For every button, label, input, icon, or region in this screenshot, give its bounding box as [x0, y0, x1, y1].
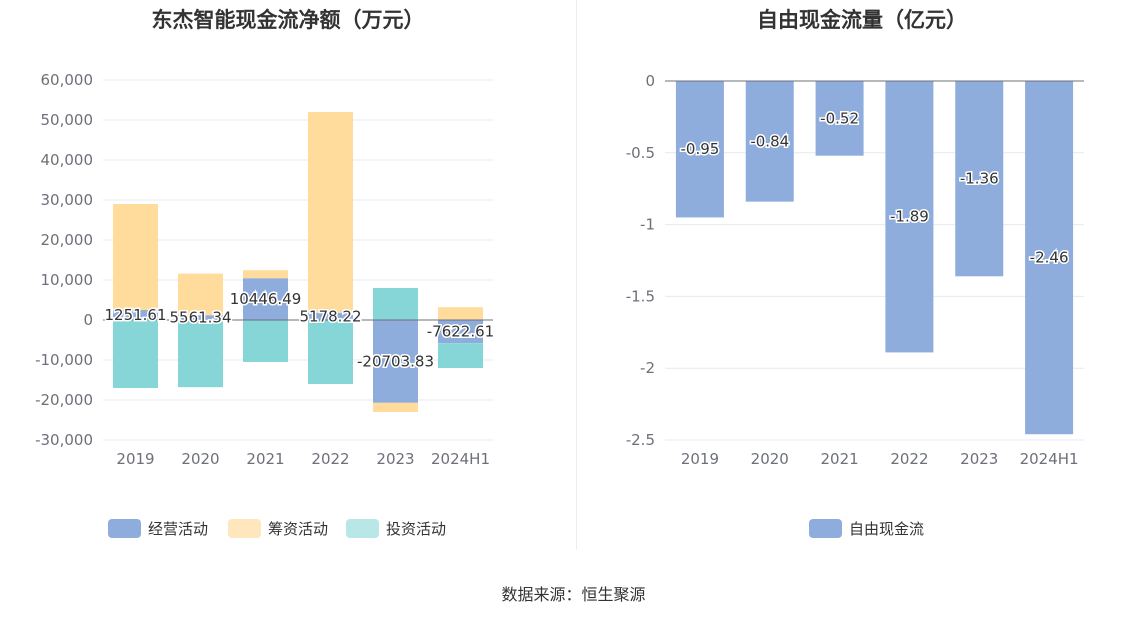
bar-value-label: -1.89 — [890, 208, 929, 226]
y-tick-label: 20,000 — [41, 231, 94, 249]
bar-value-label: -1.36 — [960, 170, 999, 188]
investing-bar — [113, 320, 158, 388]
bar-value-label: -0.52 — [820, 109, 859, 127]
legend-label: 经营活动 — [148, 520, 208, 538]
financing-bar — [438, 307, 483, 320]
free-cash-flow-bar — [885, 81, 934, 353]
right-chart-panel: 自由现金流量（亿元） 0 -0.5 -1 -1.5 -2 -2.5 -0.95 2019 -0.… — [577, 0, 1147, 550]
legend-label: 自由现金流 — [849, 520, 924, 538]
x-tick-label: 2021 — [246, 450, 284, 468]
cash-flow-chart: 60,000 50,000 40,000 30,000 20,000 10,000 0 -10… — [35, 71, 496, 538]
y-tick-label: -2 — [640, 359, 655, 377]
net-value-label: 1251.61 — [104, 306, 166, 324]
net-value-label: -20703.83 — [357, 352, 434, 370]
y-tick-label: -30,000 — [35, 431, 93, 449]
operating-bar — [113, 310, 158, 320]
y-tick-label: 40,000 — [41, 151, 94, 169]
legend-swatch — [809, 519, 842, 538]
legend-swatch — [228, 519, 261, 538]
x-tick-label: 2024H1 — [431, 450, 490, 468]
y-tick-label: -20,000 — [35, 391, 93, 409]
y-tick-label: 0 — [645, 72, 655, 90]
legend-label: 筹资活动 — [268, 520, 328, 538]
left-chart-title: 东杰智能现金流净额（万元） — [151, 8, 425, 32]
free-cash-flow-bar — [745, 81, 794, 202]
operating-bar — [178, 315, 223, 320]
y-tick-label: 50,000 — [41, 111, 94, 129]
investing-bar — [178, 320, 223, 388]
operating-bar — [243, 278, 288, 320]
net-value-label: 5178.22 — [299, 307, 361, 325]
right-chart-title: 自由现金流量（亿元） — [757, 8, 967, 32]
financing-bar — [243, 270, 288, 279]
legend-swatch — [346, 519, 379, 538]
x-tick-label: 2022 — [890, 450, 928, 468]
data-source: 数据来源：恒生聚源 — [501, 585, 646, 604]
y-tick-label: 30,000 — [41, 191, 94, 209]
y-tick-label: -2.5 — [626, 431, 655, 449]
free-cash-flow-chart: 0 -0.5 -1 -1.5 -2 -2.5 -0.95 2019 -0.84 2020 -0.52… — [626, 72, 1084, 538]
free-cash-flow-bar — [1025, 81, 1074, 435]
x-tick-label: 2020 — [751, 450, 789, 468]
left-chart-panel: 东杰智能现金流净额（万元） 60,000 50,000 40,000 30,000 20… — [0, 0, 576, 550]
x-tick-label: 2019 — [116, 450, 154, 468]
y-tick-label: -10,000 — [35, 351, 93, 369]
free-cash-flow-bar — [815, 81, 864, 156]
legend-label: 投资活动 — [386, 520, 446, 538]
x-tick-label: 2019 — [681, 450, 719, 468]
operating-bar — [308, 312, 353, 320]
net-value-label: 5561.34 — [169, 309, 231, 327]
operating-bar — [373, 320, 418, 403]
free-cash-flow-bar — [955, 81, 1004, 277]
y-tick-label: 60,000 — [41, 71, 94, 89]
x-tick-label: 2023 — [376, 450, 414, 468]
y-tick-label: -1.5 — [626, 287, 655, 305]
legend-swatch — [108, 519, 141, 538]
y-tick-label: -1 — [640, 216, 655, 234]
bar-value-label: -2.46 — [1030, 249, 1069, 267]
investing-bar — [308, 320, 353, 384]
financing-bar — [113, 204, 158, 310]
net-value-label: 10446.49 — [230, 290, 302, 308]
investing-bar — [243, 320, 288, 362]
x-tick-label: 2021 — [820, 450, 858, 468]
net-value-label: -7622.61 — [427, 323, 494, 341]
investing-bar — [438, 343, 483, 368]
x-tick-label: 2020 — [181, 450, 219, 468]
free-cash-flow-bar — [675, 81, 724, 218]
x-tick-label: 2022 — [311, 450, 349, 468]
y-tick-label: 10,000 — [41, 271, 94, 289]
operating-bar — [438, 320, 483, 344]
panel-divider — [576, 0, 577, 550]
x-tick-label: 2023 — [960, 450, 998, 468]
financing-bar — [308, 112, 353, 313]
y-tick-label: -0.5 — [626, 144, 655, 162]
financing-bar — [373, 402, 418, 413]
bar-value-label: -0.95 — [681, 140, 720, 158]
x-tick-label: 2024H1 — [1020, 450, 1079, 468]
investing-bar — [373, 288, 418, 320]
financing-bar — [178, 273, 223, 316]
y-tick-label: 0 — [83, 311, 93, 329]
bar-value-label: -0.84 — [750, 132, 789, 150]
